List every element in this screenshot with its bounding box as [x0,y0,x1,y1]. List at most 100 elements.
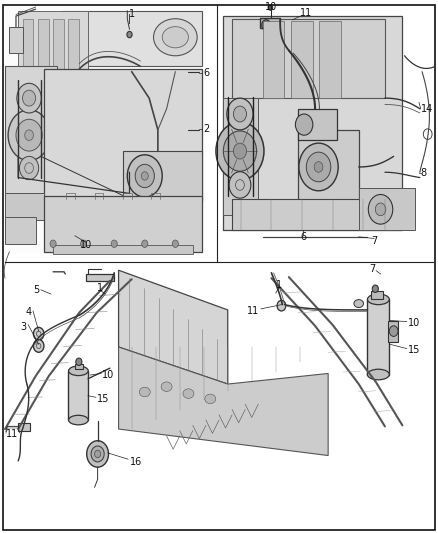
Polygon shape [10,27,22,53]
Ellipse shape [205,394,216,403]
Ellipse shape [139,387,150,397]
Polygon shape [18,423,30,431]
Circle shape [227,98,253,130]
Polygon shape [232,19,385,98]
Circle shape [216,122,264,180]
Text: 1: 1 [97,282,103,293]
Text: 5: 5 [33,285,39,295]
Text: 1: 1 [276,279,283,289]
Circle shape [262,20,271,30]
Polygon shape [223,98,258,215]
Polygon shape [291,21,313,98]
Circle shape [76,358,82,366]
Text: 7: 7 [371,236,377,246]
Text: 11: 11 [300,9,312,19]
Polygon shape [86,274,114,281]
Text: 8: 8 [421,168,427,179]
Circle shape [16,119,42,151]
Polygon shape [319,21,341,98]
Circle shape [233,143,247,159]
Polygon shape [5,67,57,199]
Text: 10: 10 [265,2,278,12]
Text: 16: 16 [130,457,142,467]
Circle shape [91,446,104,462]
Circle shape [314,161,323,172]
Text: 1: 1 [129,10,135,20]
Polygon shape [75,364,83,369]
Polygon shape [5,193,44,220]
Text: 2: 2 [204,124,210,134]
Polygon shape [62,11,201,67]
Polygon shape [389,320,398,342]
Circle shape [17,83,41,113]
Polygon shape [297,130,359,204]
Ellipse shape [69,366,88,376]
Polygon shape [68,19,79,69]
Circle shape [8,110,50,160]
Polygon shape [297,109,337,141]
Polygon shape [119,347,328,456]
Circle shape [223,131,257,171]
Ellipse shape [153,19,197,56]
Polygon shape [44,69,201,201]
Circle shape [375,203,386,216]
Circle shape [127,155,162,197]
Ellipse shape [367,294,389,305]
Circle shape [368,195,393,224]
Circle shape [81,240,87,247]
Polygon shape [261,18,280,28]
Ellipse shape [161,382,172,391]
Circle shape [268,5,273,10]
Polygon shape [359,188,416,230]
Circle shape [277,301,286,311]
Ellipse shape [367,369,389,380]
Circle shape [306,152,331,182]
Polygon shape [223,16,403,230]
Text: 4: 4 [25,307,31,317]
Polygon shape [53,245,193,254]
Circle shape [233,106,247,122]
Polygon shape [68,371,88,420]
Ellipse shape [69,415,88,425]
Text: 11: 11 [247,306,260,316]
Text: 14: 14 [421,104,433,114]
Circle shape [22,90,35,106]
Polygon shape [263,21,285,98]
Text: 7: 7 [369,264,375,273]
Text: 10: 10 [102,369,114,379]
Circle shape [33,340,44,352]
Circle shape [135,164,154,188]
Text: 15: 15 [97,394,109,404]
Polygon shape [232,199,403,230]
Circle shape [299,143,338,191]
Circle shape [95,450,101,458]
Circle shape [142,240,148,247]
Polygon shape [119,270,228,384]
Circle shape [389,326,398,336]
Polygon shape [367,300,389,375]
Circle shape [295,114,313,135]
Polygon shape [123,151,201,199]
Polygon shape [5,217,35,244]
Text: 6: 6 [300,232,306,242]
Circle shape [33,327,44,340]
Polygon shape [371,291,383,300]
Circle shape [229,172,251,198]
Ellipse shape [162,27,188,48]
Polygon shape [53,19,64,69]
Text: 3: 3 [21,322,27,332]
Ellipse shape [354,300,364,308]
Text: 6: 6 [204,68,210,78]
Polygon shape [5,5,206,254]
Circle shape [50,240,56,247]
Circle shape [141,172,148,180]
Text: 10: 10 [408,318,420,328]
Polygon shape [44,196,201,252]
Polygon shape [22,19,33,69]
Circle shape [19,156,39,180]
Text: 10: 10 [80,240,92,251]
Text: 15: 15 [408,345,420,355]
Polygon shape [18,11,88,69]
Circle shape [25,130,33,141]
Ellipse shape [183,389,194,398]
